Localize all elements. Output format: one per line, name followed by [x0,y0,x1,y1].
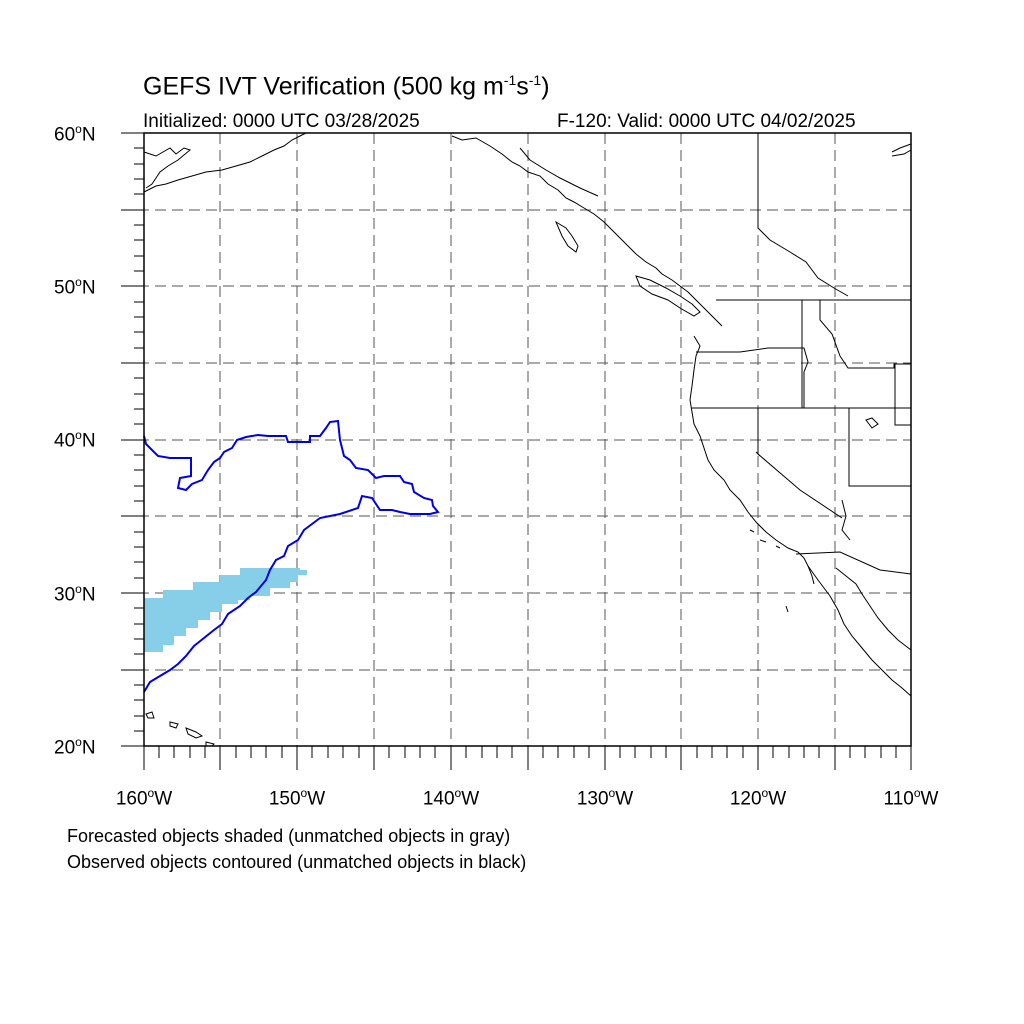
note-forecast: Forecasted objects shaded (unmatched obj… [67,826,511,846]
coastline-haida-gwaii [554,220,579,253]
political-boundaries [519,133,912,575]
lat-label-40n: 40oN [54,428,96,452]
boundary-wyoming [894,364,911,426]
valid-time: F-120: Valid: 0000 UTC 04/02/2025 [557,111,856,132]
note-observed: Observed objects contoured (unmatched ob… [67,852,527,872]
coastline-ne-corner [891,143,912,157]
lat-label-50n: 50oN [54,275,96,299]
lon-label-120w: 120oW [729,786,787,810]
coastline-hawaii [145,711,215,747]
forecast-object [144,568,307,652]
lat-label-20n: 20oN [54,735,96,759]
coastline-bc [451,135,723,327]
gridlines [121,133,911,746]
coastline-baja [807,565,912,697]
boundary-ca-nv [757,408,843,519]
coastline-alaska [143,132,307,193]
lon-label-130w: 130oW [576,786,634,810]
coastline-west-us [689,335,815,585]
great-salt-lake [865,417,879,429]
coastline-channel-islands [749,529,789,613]
boundary-nv-az [848,408,911,487]
lon-label-140w: 140oW [422,786,480,810]
boundary-wa-or [696,347,809,408]
boundary-idaho [801,300,911,408]
coastlines [143,132,912,747]
lon-label-160w: 160oW [115,786,173,810]
initialized-time: Initialized: 0000 UTC 03/28/2025 [143,111,420,132]
lat-label-30n: 30oN [54,582,96,606]
lat-label-60n: 60oN [54,122,96,146]
boundary-az [841,499,851,541]
lat-ticks [121,132,144,747]
lon-ticks [143,746,912,770]
lon-label-150w: 150oW [268,786,326,810]
lon-label-110w: 110oW [883,786,939,810]
coastline-vancouver-island [635,275,701,317]
observed-contour-north [143,419,440,693]
boundary-us-mexico [795,551,912,575]
lake-tahoe [755,451,761,457]
boundary-bc-interior [757,227,849,297]
alaska-bc-border [519,147,599,197]
map-title: GEFS IVT Verification (500 kg m-1s-1) [143,72,550,101]
